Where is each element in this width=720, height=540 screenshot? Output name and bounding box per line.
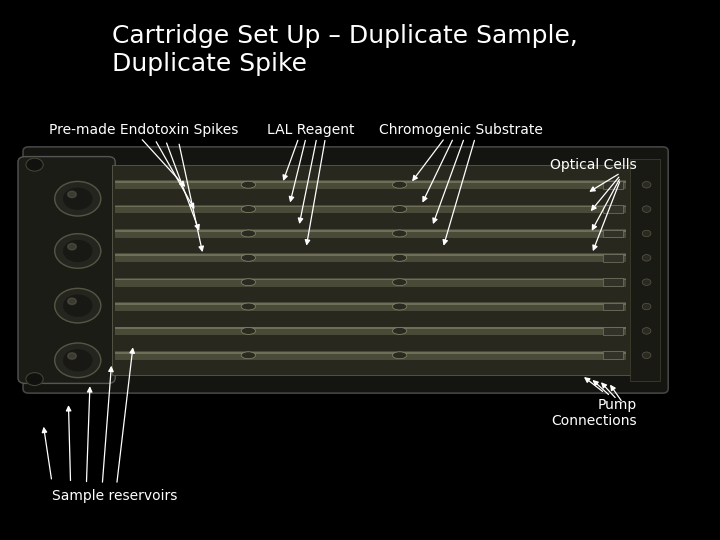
Circle shape	[55, 288, 101, 323]
Circle shape	[642, 352, 651, 359]
Text: Chromogenic Substrate: Chromogenic Substrate	[379, 123, 543, 137]
Bar	[115, 230, 626, 232]
Ellipse shape	[392, 303, 407, 310]
Bar	[115, 327, 626, 335]
Text: LAL Reagent: LAL Reagent	[267, 123, 355, 137]
Circle shape	[642, 328, 651, 334]
Circle shape	[63, 240, 92, 262]
Circle shape	[642, 230, 651, 237]
Bar	[603, 279, 623, 286]
Ellipse shape	[392, 327, 407, 334]
Ellipse shape	[241, 352, 256, 359]
Bar	[115, 279, 626, 280]
Bar	[115, 278, 626, 287]
Bar	[115, 327, 626, 329]
Bar	[115, 181, 626, 183]
Ellipse shape	[241, 279, 256, 286]
Ellipse shape	[392, 352, 407, 359]
Text: Pre-made Endotoxin Spikes: Pre-made Endotoxin Spikes	[49, 123, 239, 137]
Text: Optical Cells: Optical Cells	[551, 158, 637, 172]
Circle shape	[68, 191, 76, 198]
Circle shape	[642, 279, 651, 286]
Circle shape	[55, 181, 101, 216]
Text: Sample reservoirs: Sample reservoirs	[52, 489, 177, 503]
Bar	[603, 303, 623, 310]
Bar	[115, 351, 626, 360]
Circle shape	[68, 353, 76, 359]
Bar	[115, 229, 626, 238]
Ellipse shape	[241, 254, 256, 261]
Text: Pump
Connections: Pump Connections	[552, 398, 637, 428]
Circle shape	[63, 295, 92, 316]
Bar	[115, 180, 626, 189]
Bar	[603, 230, 623, 237]
Circle shape	[642, 181, 651, 188]
Bar	[603, 181, 623, 188]
Circle shape	[63, 349, 92, 371]
Text: Cartridge Set Up – Duplicate Sample,
Duplicate Spike: Cartridge Set Up – Duplicate Sample, Dup…	[112, 24, 577, 76]
FancyBboxPatch shape	[23, 147, 668, 393]
Bar	[603, 327, 623, 335]
Bar	[630, 159, 660, 381]
Ellipse shape	[392, 279, 407, 286]
Circle shape	[68, 244, 76, 250]
Bar	[603, 254, 623, 261]
Circle shape	[55, 234, 101, 268]
Bar	[115, 302, 626, 311]
Circle shape	[68, 298, 76, 305]
Bar	[115, 303, 626, 305]
Bar	[115, 352, 626, 354]
Bar	[603, 205, 623, 213]
Ellipse shape	[392, 230, 407, 237]
Ellipse shape	[392, 206, 407, 213]
Bar	[115, 253, 626, 262]
Circle shape	[642, 303, 651, 310]
Circle shape	[26, 158, 43, 171]
Ellipse shape	[241, 303, 256, 310]
Ellipse shape	[392, 181, 407, 188]
Bar	[115, 205, 626, 213]
Circle shape	[642, 206, 651, 212]
Ellipse shape	[392, 254, 407, 261]
Ellipse shape	[241, 206, 256, 213]
Circle shape	[642, 254, 651, 261]
Bar	[112, 165, 634, 375]
Bar	[115, 206, 626, 207]
Bar	[115, 254, 626, 256]
FancyBboxPatch shape	[18, 157, 115, 383]
Ellipse shape	[241, 230, 256, 237]
Circle shape	[55, 343, 101, 377]
Ellipse shape	[241, 327, 256, 334]
Ellipse shape	[241, 181, 256, 188]
Circle shape	[26, 373, 43, 386]
Bar	[603, 352, 623, 359]
Circle shape	[63, 188, 92, 210]
